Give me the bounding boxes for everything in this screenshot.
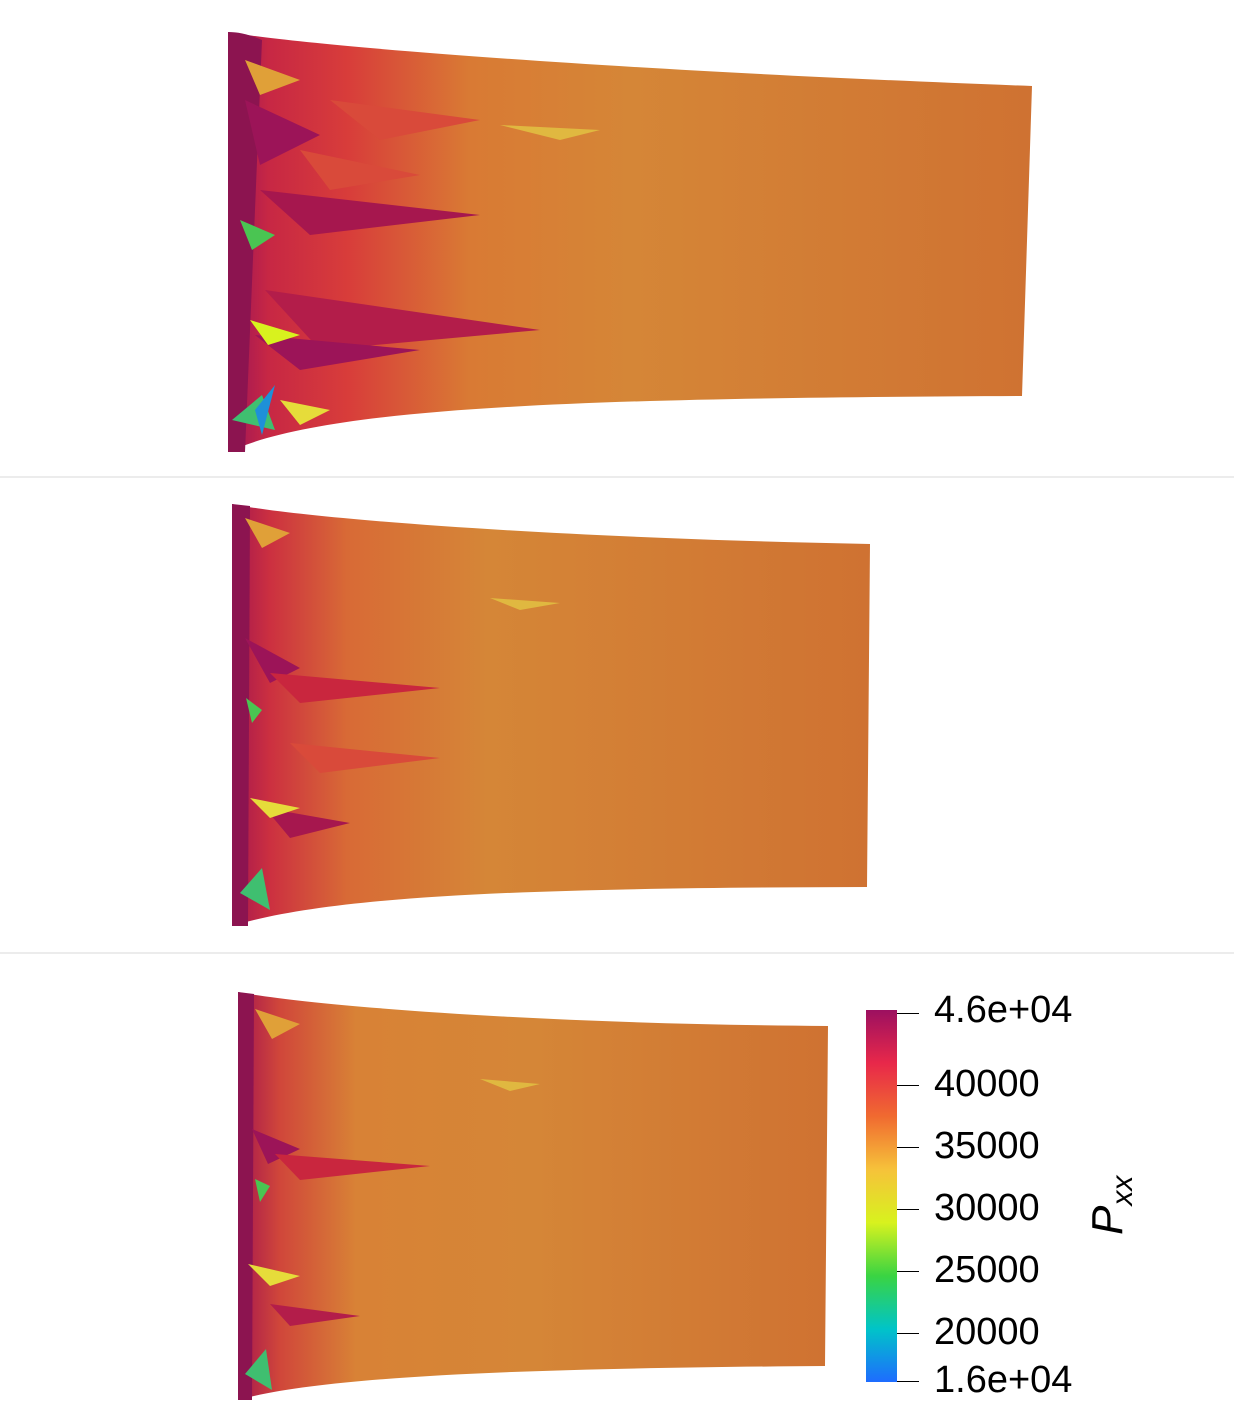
colorbar-tick-label: 35000 xyxy=(934,1125,1040,1167)
colorbar-tick-label: 40000 xyxy=(934,1063,1040,1105)
colorbar-tick-label: 25000 xyxy=(934,1249,1040,1291)
colorbar-tick xyxy=(897,1209,919,1210)
colorbar-title-sub: xx xyxy=(1105,1175,1139,1206)
colorbar-tick xyxy=(897,1333,919,1334)
panel-middle xyxy=(0,478,1234,952)
divider-2 xyxy=(0,952,1234,954)
colorbar-tick xyxy=(897,1085,919,1086)
colorbar-tick xyxy=(897,1147,919,1148)
panel-bottom xyxy=(0,954,1234,1428)
colorbar-title-main: P xyxy=(1083,1205,1132,1235)
colorbar-tick-label: 1.6e+04 xyxy=(934,1359,1073,1401)
colorbar-tick-label: 20000 xyxy=(934,1311,1040,1353)
deformed-mesh-1 xyxy=(228,32,1032,452)
colorbar-tick-label: 4.6e+04 xyxy=(934,989,1073,1031)
colorbar-tick xyxy=(897,1381,919,1382)
deformed-mesh-3 xyxy=(238,992,828,1400)
colorbar-title: Pxx xyxy=(1083,1175,1145,1235)
panel-top xyxy=(0,0,1234,476)
divider-1 xyxy=(0,476,1234,478)
colorbar-tick-label: 30000 xyxy=(934,1187,1040,1229)
colorbar xyxy=(866,1010,897,1382)
deformed-mesh-2 xyxy=(232,504,870,926)
colorbar-tick xyxy=(897,1271,919,1272)
colorbar-tick xyxy=(897,1013,919,1014)
